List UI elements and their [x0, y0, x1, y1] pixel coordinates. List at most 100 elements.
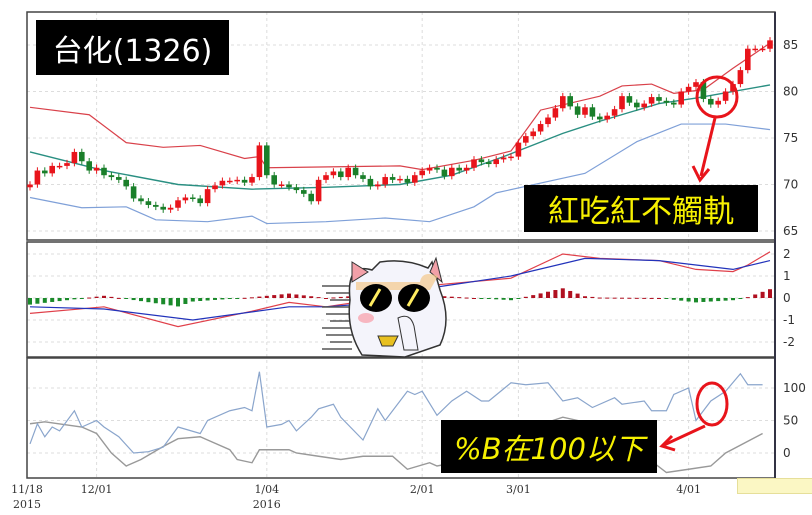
bollinger-upper-line	[29, 42, 771, 171]
candle-up	[471, 159, 477, 168]
macd-histogram-bar	[590, 296, 595, 298]
macd-histogram-bar	[294, 294, 299, 298]
macd-histogram-bar	[50, 298, 55, 302]
macd-histogram-bar	[708, 298, 713, 302]
candle-up	[71, 151, 78, 164]
candle-up	[449, 167, 455, 177]
candle-up	[515, 142, 522, 157]
macd-histogram-bar	[694, 298, 698, 303]
macd-histogram-bar	[346, 296, 351, 298]
macd-histogram-bar	[279, 294, 284, 298]
y-tick-label: 100	[783, 381, 806, 395]
candle-down	[138, 198, 144, 202]
candle-up	[56, 165, 63, 168]
macd-histogram-bar	[131, 298, 136, 301]
macd-histogram-bar	[723, 298, 728, 301]
y-tick-label: 2	[783, 247, 791, 261]
candle-down	[700, 82, 707, 99]
macd-histogram-bar	[575, 293, 580, 298]
macd-histogram-bar	[731, 298, 735, 301]
candle-down	[308, 193, 314, 202]
candle-up	[234, 179, 240, 182]
x-tick-label: 12/01	[81, 483, 113, 496]
candle-up	[552, 108, 559, 118]
candle-down	[101, 167, 107, 176]
candle-up	[745, 48, 751, 71]
candle-down	[42, 170, 48, 174]
macd-histogram-bar	[161, 298, 166, 305]
candle-down	[367, 178, 374, 187]
lens-glare	[406, 288, 420, 307]
candle-down	[478, 159, 485, 163]
macd-histogram-bar	[42, 298, 47, 303]
candle-up	[582, 107, 588, 115]
macd-histogram-bar	[568, 290, 573, 298]
candle-up	[767, 40, 773, 49]
y-tick-label: 80	[783, 85, 798, 99]
macd-histogram-bar	[753, 294, 758, 298]
macd-histogram-bar	[109, 296, 114, 298]
x-tick-label: 11/18	[11, 483, 43, 496]
candle-up	[212, 185, 218, 190]
macd-histogram-bar	[250, 297, 254, 299]
highlight-tag	[737, 478, 812, 494]
macd-histogram-bar	[176, 298, 180, 307]
macd-histogram-bar	[102, 295, 106, 298]
candle-down	[663, 100, 670, 103]
candle-down	[441, 169, 448, 177]
y-tick-label: 70	[783, 178, 798, 192]
macd-histogram-bar	[198, 298, 203, 301]
macd-histogram-bar	[190, 298, 195, 302]
candle-up	[345, 167, 351, 178]
macd-histogram-bar	[57, 298, 62, 302]
candle-down	[264, 145, 270, 176]
candle-down	[190, 197, 196, 200]
candle-down	[301, 190, 307, 194]
candle-up	[537, 124, 544, 132]
candle-up	[64, 163, 70, 166]
highlight-circle	[695, 381, 729, 427]
candle-up	[523, 136, 529, 143]
macd-histogram-bar	[272, 295, 277, 298]
macd-histogram-bar	[657, 298, 661, 299]
candle-down	[286, 184, 292, 188]
candle-down	[352, 167, 359, 176]
candle-up	[426, 167, 433, 171]
candle-up	[545, 117, 551, 125]
candle-up	[249, 177, 255, 183]
macd-histogram-bar	[324, 298, 328, 299]
y-tick-label: 65	[783, 224, 798, 238]
macd-histogram-bar	[139, 298, 143, 302]
candle-up	[678, 91, 684, 105]
candle-down	[116, 177, 122, 180]
x-tick-label: 1/04	[254, 483, 279, 496]
highlight-circle	[695, 75, 739, 119]
candle-up	[419, 170, 425, 176]
candle-down	[389, 177, 396, 180]
cat-blush	[358, 313, 374, 323]
candle-up	[493, 159, 499, 165]
macd-histogram-bar	[464, 297, 469, 299]
candle-down	[86, 161, 92, 171]
candle-up	[256, 145, 263, 178]
candle-up	[560, 96, 566, 109]
candle-up	[508, 156, 514, 159]
candle-down	[160, 206, 166, 210]
candle-up	[611, 109, 618, 116]
candle-up	[463, 167, 470, 171]
candle-down	[108, 175, 115, 178]
y-tick-label: -1	[783, 313, 795, 327]
macd-histogram-bar	[642, 297, 647, 299]
y-tick-label: 0	[783, 291, 791, 305]
macd-histogram-bar	[745, 297, 750, 299]
candle-up	[730, 84, 736, 92]
macd-histogram-bar	[220, 298, 225, 300]
candle-up	[227, 180, 233, 183]
candle-up	[315, 179, 322, 202]
y-tick-label: -2	[783, 335, 795, 349]
candle-up	[382, 177, 388, 185]
macd-histogram-bar	[701, 298, 706, 302]
candle-up	[27, 184, 33, 188]
macd-histogram-bar	[538, 293, 543, 298]
